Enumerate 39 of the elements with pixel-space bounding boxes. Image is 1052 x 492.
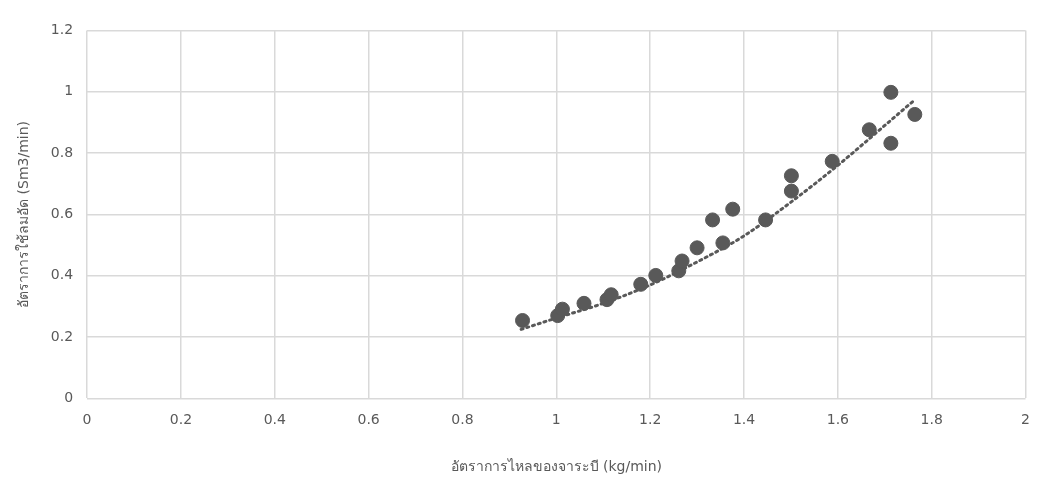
x-tick-label: 1.2	[639, 411, 662, 428]
point	[603, 287, 619, 303]
point	[725, 201, 741, 217]
x-tick-label: 0.4	[263, 411, 286, 428]
y-tick-label: 1	[64, 82, 74, 99]
point	[648, 267, 664, 283]
x-tick-label: 0	[82, 411, 92, 428]
y-tick-label: 1.2	[50, 21, 74, 38]
y-tick-label: 0.6	[50, 205, 74, 222]
x-tick-label: 0.2	[169, 411, 193, 428]
point	[783, 183, 799, 199]
point	[674, 253, 690, 269]
point	[554, 301, 570, 317]
y-tick-label: 0.4	[50, 266, 74, 283]
x-tick-label: 1.4	[732, 411, 756, 428]
point	[783, 168, 799, 184]
x-tick-label: 2	[1021, 411, 1031, 428]
point	[861, 122, 877, 138]
point	[883, 135, 899, 151]
point	[633, 276, 649, 292]
point	[883, 84, 899, 100]
x-tick-label: 0.8	[451, 411, 474, 428]
point	[824, 153, 840, 169]
x-tick-label: 0.6	[357, 411, 380, 428]
y-axis-title: อัตราการใช้ลมอัด (Sm3/min)	[15, 120, 32, 308]
y-tick-label: 0	[64, 389, 74, 406]
point	[515, 313, 531, 329]
y-tick-label: 0.2	[50, 327, 74, 344]
point	[689, 240, 705, 256]
x-tick-label: 1.8	[920, 411, 943, 428]
point	[576, 295, 592, 311]
point	[758, 212, 774, 228]
point	[715, 235, 731, 251]
x-tick-label: 1.6	[826, 411, 850, 428]
point	[907, 106, 923, 122]
x-tick-label: 1	[551, 411, 561, 428]
y-tick-label: 0.8	[50, 143, 74, 160]
x-axis-title: อัตราการไหลของจาระบี (kg/min)	[450, 458, 663, 475]
point	[705, 212, 721, 228]
